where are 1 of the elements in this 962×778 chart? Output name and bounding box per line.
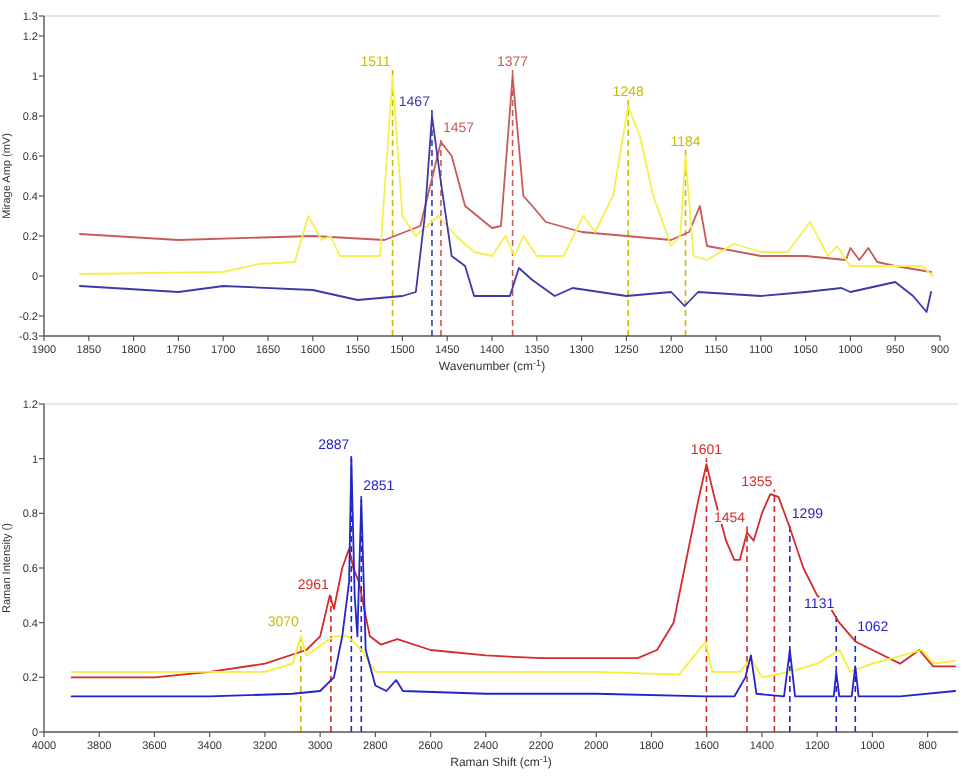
line-series: [70, 635, 957, 679]
